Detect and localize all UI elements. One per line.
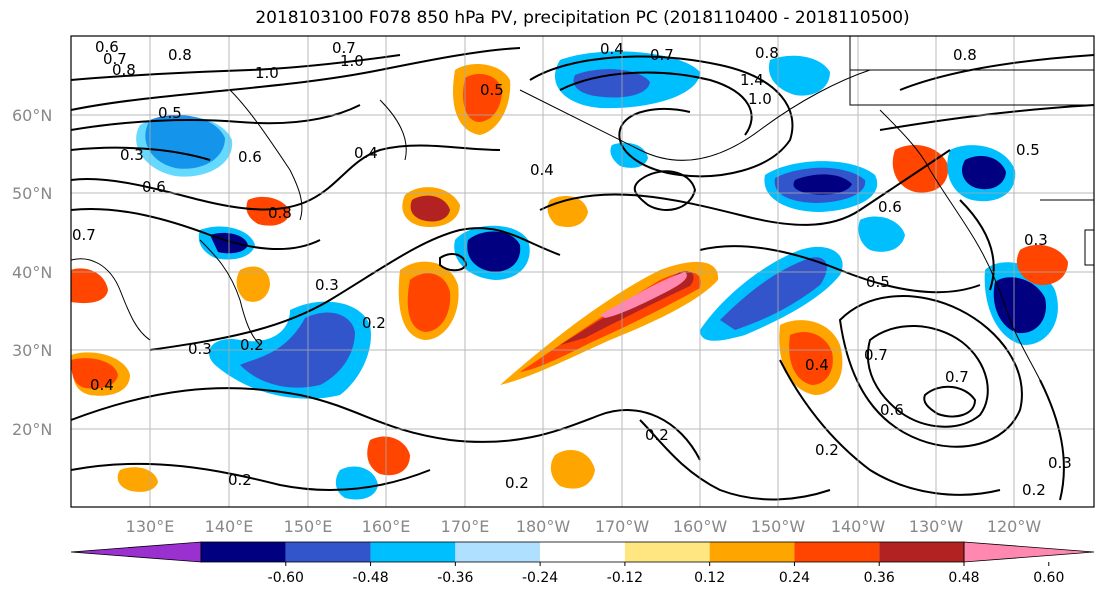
svg-text:0.8: 0.8 [112, 61, 136, 79]
svg-text:0.7: 0.7 [103, 50, 127, 68]
colorbar-tick-label: 0.48 [948, 570, 979, 586]
svg-text:160°W: 160°W [673, 517, 728, 536]
svg-text:0.6: 0.6 [878, 198, 902, 216]
pv-contours [70, 47, 1095, 501]
colorbar-tick-label: -0.12 [607, 570, 643, 586]
colorbar-tick-label: -0.36 [437, 570, 473, 586]
colorbar-segment [540, 542, 625, 562]
svg-text:130°W: 130°W [909, 517, 964, 536]
colorbar-segment [709, 542, 795, 562]
svg-text:0.5: 0.5 [158, 104, 182, 122]
svg-text:0.2: 0.2 [362, 314, 386, 332]
svg-text:1.4: 1.4 [740, 71, 764, 89]
svg-text:120°W: 120°W [987, 517, 1042, 536]
colorbar-tick-label: -0.24 [522, 570, 558, 586]
colorbar-segment [794, 542, 880, 562]
svg-text:160°E: 160°E [362, 517, 411, 536]
svg-text:0.6: 0.6 [95, 38, 119, 56]
map-title: 2018103100 F078 850 hPa PV, precipitatio… [255, 8, 910, 28]
svg-text:0.3: 0.3 [188, 340, 212, 358]
svg-text:0.8: 0.8 [268, 204, 292, 222]
latitude-labels: 60°N 50°N 40°N 30°N 20°N [12, 106, 52, 439]
svg-text:0.4: 0.4 [90, 376, 114, 394]
colorbar-extend-low [70, 541, 202, 563]
svg-text:0.5: 0.5 [866, 273, 890, 291]
svg-text:0.2: 0.2 [1022, 481, 1046, 499]
svg-text:0.7: 0.7 [72, 226, 96, 244]
svg-text:0.2: 0.2 [815, 441, 839, 459]
svg-text:0.3: 0.3 [120, 146, 144, 164]
svg-text:0.7: 0.7 [650, 46, 674, 64]
colorbar-extend-high [963, 541, 1095, 563]
svg-text:0.2: 0.2 [240, 336, 264, 354]
svg-text:0.8: 0.8 [168, 46, 192, 64]
svg-text:0.7: 0.7 [332, 39, 356, 57]
svg-text:1.0: 1.0 [748, 90, 772, 108]
colorbar-tick-label: 0.12 [694, 570, 725, 586]
svg-text:180°W: 180°W [516, 517, 571, 536]
svg-text:0.6: 0.6 [238, 148, 262, 166]
svg-text:0.7: 0.7 [945, 368, 969, 386]
contour-labels: 0.6 0.7 0.8 0.8 1.0 0.7 1.0 0.4 0.7 0.8 … [72, 38, 1072, 499]
svg-text:0.2: 0.2 [645, 426, 669, 444]
svg-text:0.8: 0.8 [953, 46, 977, 64]
svg-text:0.3: 0.3 [1048, 454, 1072, 472]
svg-text:0.4: 0.4 [354, 144, 378, 162]
colorbar-tick-label: 0.60 [1033, 570, 1064, 586]
svg-text:0.7: 0.7 [864, 346, 888, 364]
svg-text:1.0: 1.0 [340, 52, 364, 70]
longitude-labels: 130°E 140°E 150°E 160°E 170°E 180°W 170°… [126, 517, 1042, 536]
svg-text:0.5: 0.5 [480, 81, 504, 99]
svg-text:50°N: 50°N [12, 184, 52, 203]
svg-text:0.4: 0.4 [600, 40, 624, 58]
svg-text:140°E: 140°E [205, 517, 254, 536]
svg-text:0.8: 0.8 [755, 44, 779, 62]
svg-text:140°W: 140°W [831, 517, 886, 536]
svg-text:0.2: 0.2 [505, 474, 529, 492]
colorbar-segment [285, 542, 371, 562]
colorbar: -0.60 -0.48 -0.36 -0.24 -0.12 0.12 0.24 0.36 0.4… [70, 541, 1095, 586]
svg-text:130°E: 130°E [126, 517, 175, 536]
svg-text:0.3: 0.3 [1024, 231, 1048, 249]
svg-text:40°N: 40°N [12, 263, 52, 282]
colorbar-segment [455, 542, 541, 562]
colorbar-tick-label: -0.60 [268, 570, 304, 586]
svg-text:0.4: 0.4 [530, 161, 554, 179]
colorbar-tick-label: 0.24 [779, 570, 810, 586]
svg-text:0.6: 0.6 [880, 401, 904, 419]
svg-text:0.6: 0.6 [142, 178, 166, 196]
svg-text:30°N: 30°N [12, 341, 52, 360]
svg-text:150°E: 150°E [284, 517, 333, 536]
colorbar-tick-label: 0.36 [864, 570, 895, 586]
colorbar-tick-label: -0.48 [352, 570, 388, 586]
svg-text:1.0: 1.0 [255, 64, 279, 82]
colorbar-segment [624, 542, 710, 562]
svg-text:0.5: 0.5 [1016, 141, 1040, 159]
svg-text:170°W: 170°W [595, 517, 650, 536]
coastlines [70, 36, 1095, 381]
colorbar-segment [370, 542, 456, 562]
colorbar-segment [201, 542, 286, 562]
svg-text:0.4: 0.4 [805, 356, 829, 374]
svg-text:0.2: 0.2 [228, 471, 252, 489]
colorbar-segment [879, 542, 964, 562]
svg-text:170°E: 170°E [441, 517, 490, 536]
svg-text:150°W: 150°W [751, 517, 806, 536]
graticule [71, 36, 1094, 507]
svg-text:60°N: 60°N [12, 106, 52, 125]
svg-text:0.3: 0.3 [315, 276, 339, 294]
svg-text:20°N: 20°N [12, 420, 52, 439]
